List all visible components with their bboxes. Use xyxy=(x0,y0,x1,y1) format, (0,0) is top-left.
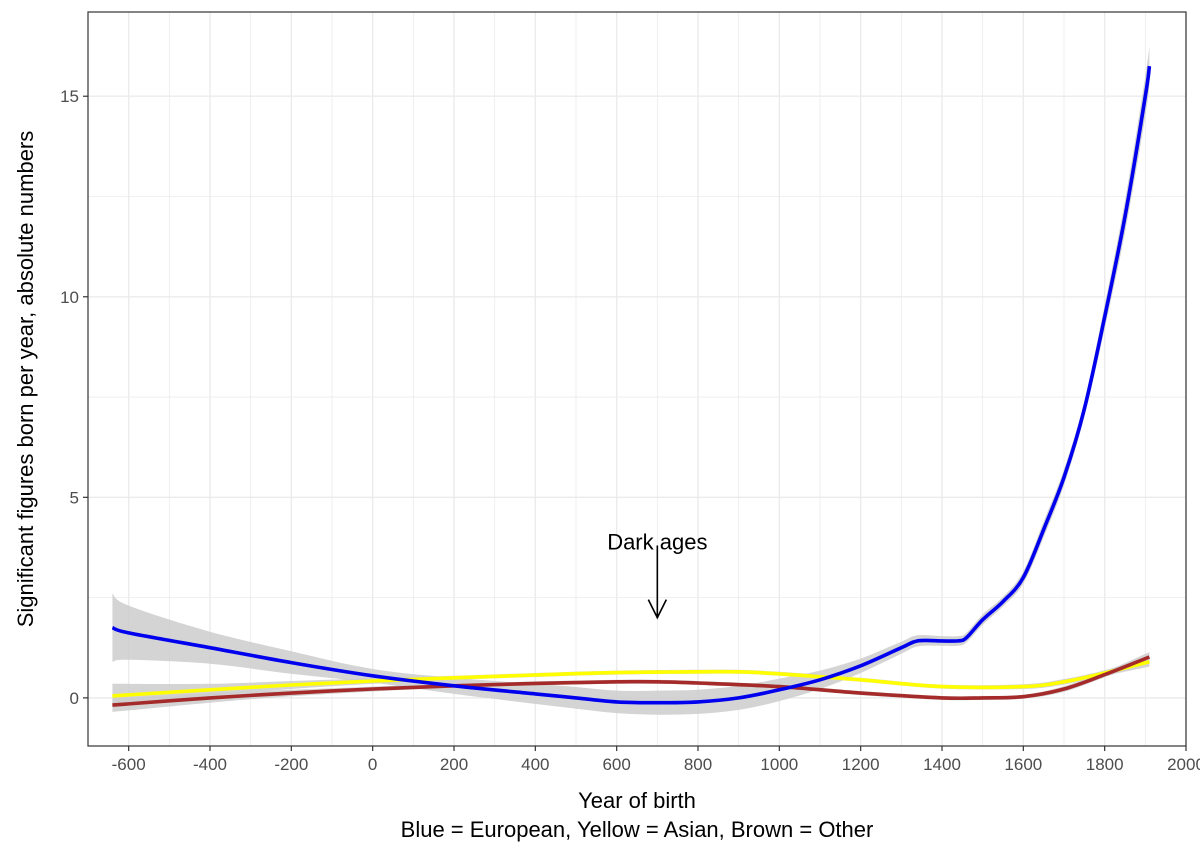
x-tick-label: -600 xyxy=(112,755,146,774)
x-tick-label: 600 xyxy=(602,755,630,774)
y-axis-title: Significant figures born per year, absol… xyxy=(13,131,38,628)
x-tick-label: 400 xyxy=(521,755,549,774)
annotation-dark-ages: Dark ages xyxy=(607,529,707,620)
y-tick-label: 15 xyxy=(60,87,79,106)
x-tick-label: -200 xyxy=(274,755,308,774)
x-tick-label: 800 xyxy=(684,755,712,774)
y-tick-label: 0 xyxy=(70,689,79,708)
x-tick-label: 1000 xyxy=(760,755,798,774)
y-axis-ticks: 0 5 10 15 xyxy=(60,87,88,708)
line-series-0 xyxy=(112,660,1150,698)
x-tick-label: 1800 xyxy=(1086,755,1124,774)
y-tick-label: 5 xyxy=(70,488,79,507)
x-tick-label: 0 xyxy=(368,755,377,774)
x-axis-caption: Blue = European, Yellow = Asian, Brown =… xyxy=(401,817,874,842)
y-tick-label: 10 xyxy=(60,288,79,307)
x-tick-label: 200 xyxy=(440,755,468,774)
x-tick-label: 1400 xyxy=(923,755,961,774)
line-series-2 xyxy=(111,65,1152,705)
x-axis-ticks: -600 -400 -200 0 200 400 600 800 1000 1200 1400 160… xyxy=(112,746,1200,774)
x-tick-label: -400 xyxy=(193,755,227,774)
annotation-arrowhead xyxy=(647,599,668,620)
line-series-1 xyxy=(112,655,1151,707)
x-axis-title: Year of birth xyxy=(578,788,696,813)
x-tick-label: 1200 xyxy=(842,755,880,774)
series-lines xyxy=(111,65,1152,707)
panel-border xyxy=(87,11,1187,747)
x-tick-label: 1600 xyxy=(1004,755,1042,774)
